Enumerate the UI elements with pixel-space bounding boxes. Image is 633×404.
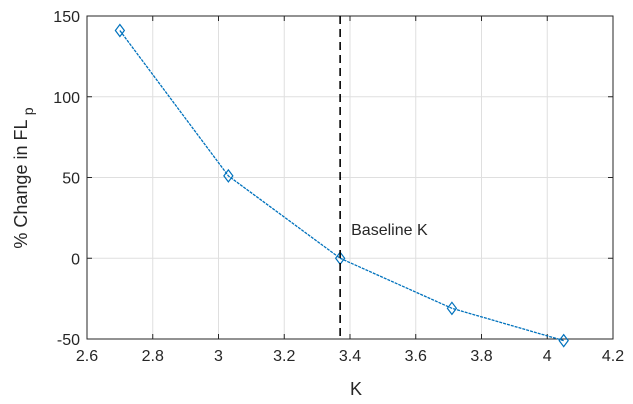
data-point-0-0 — [114, 23, 126, 38]
y-tick-label-0: -50 — [57, 332, 80, 349]
x-tick-label-6: 3.8 — [470, 348, 492, 365]
x-tick-label-5: 3.6 — [405, 348, 427, 365]
x-tick-label-7: 4 — [543, 348, 552, 365]
data-point-0-1 — [223, 168, 234, 183]
y-tick-label-2: 50 — [62, 171, 80, 188]
data-point-0-3 — [446, 301, 458, 316]
y-axis-label-main: % Change in FL — [11, 120, 31, 249]
y-tick-label-4: 150 — [53, 9, 80, 26]
x-tick-label-0: 2.6 — [76, 348, 98, 365]
x-axis-label: K — [350, 379, 362, 399]
x-tick-label-1: 2.8 — [142, 348, 164, 365]
series-line-0 — [119, 30, 564, 342]
x-tick-label-8: 4.2 — [602, 348, 624, 365]
y-tick-label-3: 100 — [53, 90, 80, 107]
annotation-layer: Baseline K — [339, 16, 428, 339]
x-tick-label-3: 3.2 — [273, 348, 295, 365]
data-point-0-4 — [558, 333, 569, 348]
y-axis-label-sub: p — [20, 107, 36, 115]
baseline-k-label: Baseline K — [351, 222, 428, 239]
axes: 2.6 2.8 3 3.2 3.4 3.6 3.8 4 4.2 -50 0 50 100 150 — [53, 9, 624, 365]
y-tick-label-1: 0 — [71, 251, 80, 268]
x-tick-label-2: 3 — [214, 348, 223, 365]
x-tick-label-4: 3.4 — [339, 348, 361, 365]
y-axis-label: % Change in FL p — [11, 107, 36, 248]
